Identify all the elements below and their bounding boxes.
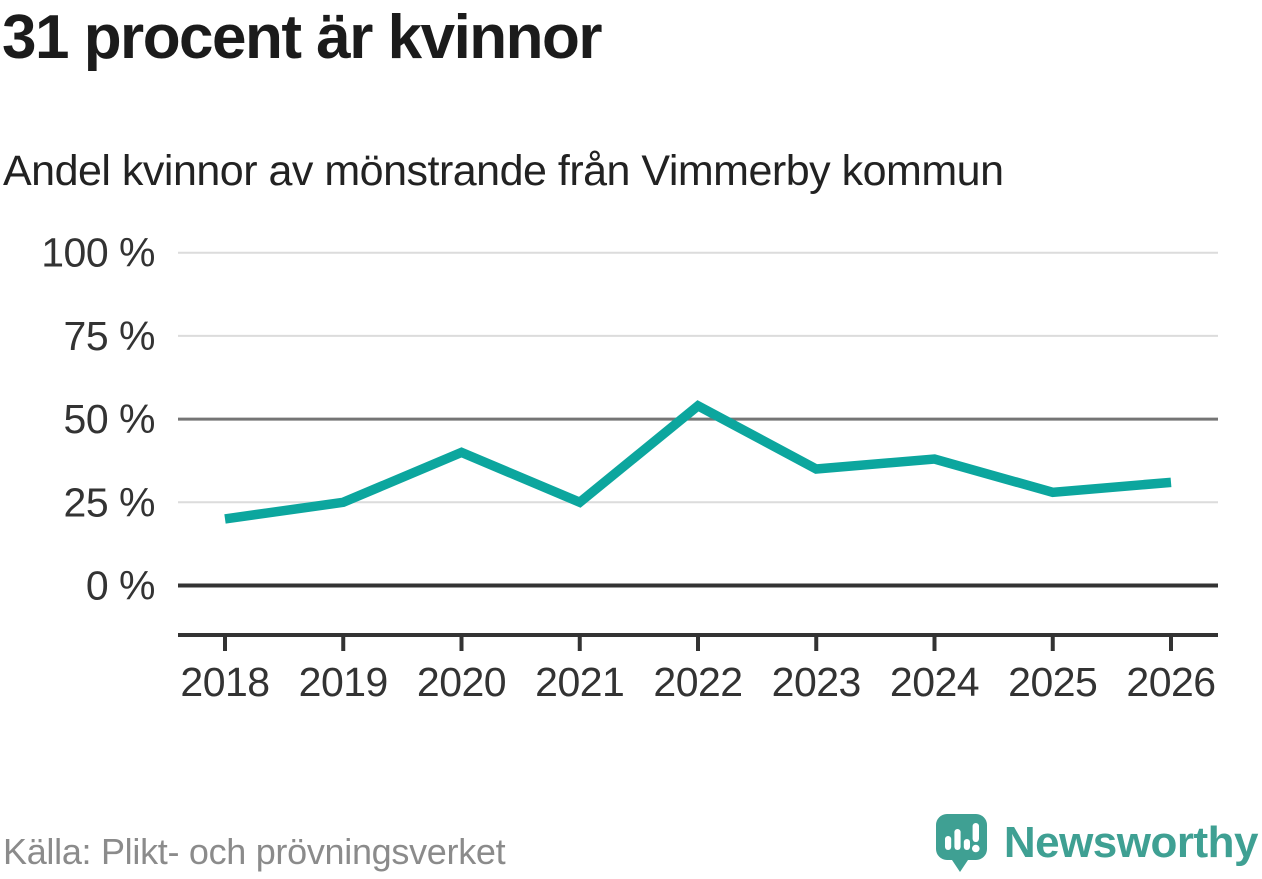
source-note: Källa: Plikt- och prövningsverket [3,831,506,872]
page-title: 31 procent är kvinnor [2,3,603,72]
newsworthy-wordmark: Newsworthy [1003,818,1259,867]
x-axis-label: 2018 [180,659,269,705]
newsworthy-logo: Newsworthy [935,813,1259,877]
y-axis-label: 25 % [64,479,155,525]
x-axis-label: 2026 [1126,659,1215,705]
x-axis-label: 2021 [535,659,624,705]
data-line [224,400,1172,524]
y-axis-label: 75 % [64,313,155,359]
x-axis-label: 2025 [1008,659,1097,705]
y-axis-label: 100 % [41,230,155,276]
y-axis-label: 50 % [64,396,155,442]
x-axis-label: 2020 [417,659,506,705]
chart-subtitle: Andel kvinnor av mönstrande från Vimmerb… [3,147,1004,195]
y-axis-label: 0 % [86,563,155,609]
x-axis-label: 2024 [890,659,979,705]
x-axis-label: 2022 [653,659,742,705]
x-axis-label: 2019 [299,659,388,705]
line-chart: 0 % 25 % 50 % 75 % 100 % 2018 2019 2020 2021 2022… [41,230,1218,705]
x-axis-label: 2023 [772,659,861,705]
newsworthy-icon [935,814,987,872]
